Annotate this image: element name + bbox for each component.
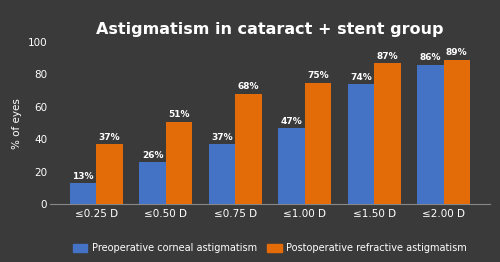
Bar [140,162,166,204]
Bar [417,65,444,204]
Text: 26%: 26% [142,151,164,160]
Title: Astigmatism in cataract + stent group: Astigmatism in cataract + stent group [96,21,444,37]
Bar [70,183,96,204]
Text: 37%: 37% [99,133,120,142]
Bar [96,144,123,204]
Text: 86%: 86% [420,53,441,62]
Text: 87%: 87% [376,52,398,61]
Text: 47%: 47% [280,117,302,125]
Legend: Preoperative corneal astigmatism, Postoperative refractive astigmatism: Preoperative corneal astigmatism, Postop… [69,239,471,257]
Text: 75%: 75% [307,71,328,80]
Text: 74%: 74% [350,73,372,82]
Bar [209,144,236,204]
Bar [166,122,192,204]
Y-axis label: % of eyes: % of eyes [12,98,22,149]
Text: 13%: 13% [72,172,94,181]
Text: 89%: 89% [446,48,468,57]
Bar [278,128,304,204]
Bar [348,84,374,204]
Bar [304,83,331,204]
Text: 68%: 68% [238,83,259,91]
Text: 51%: 51% [168,110,190,119]
Bar [374,63,400,204]
Text: 37%: 37% [212,133,233,142]
Bar [444,60,470,204]
Bar [236,94,262,204]
